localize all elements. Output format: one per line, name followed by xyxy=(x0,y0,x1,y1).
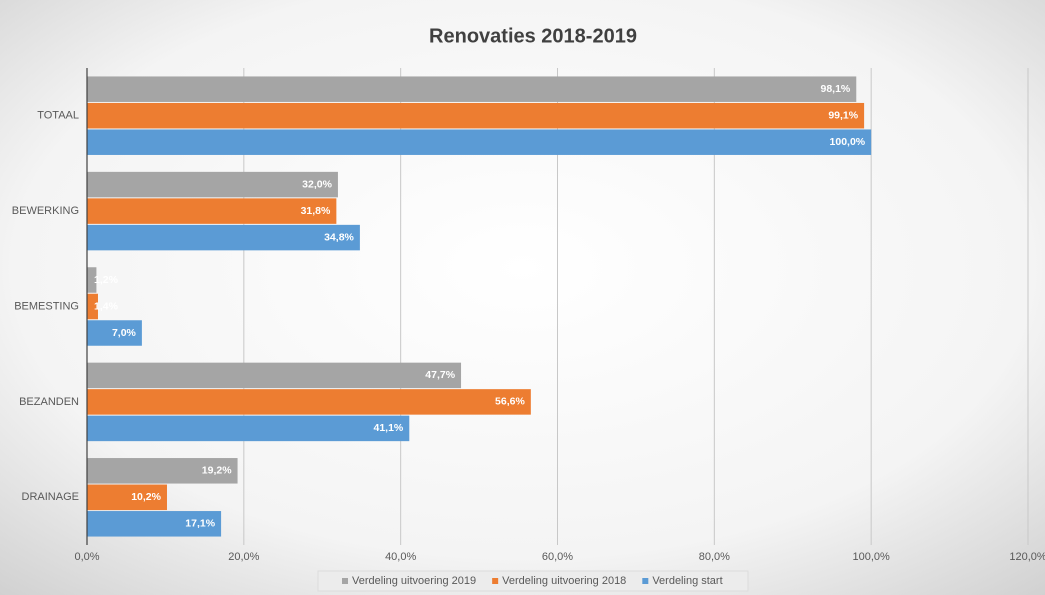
y-tick-label: TOTAAL xyxy=(37,110,79,122)
bar xyxy=(87,224,360,251)
bar xyxy=(87,267,97,293)
x-tick-label: 20,0% xyxy=(228,551,259,563)
legend-label: Verdeling start xyxy=(652,575,722,587)
value-label: 47,7% xyxy=(425,369,455,381)
value-label: 41,1% xyxy=(374,422,404,434)
x-tick-label: 120,0% xyxy=(1009,551,1045,563)
value-label: 19,2% xyxy=(202,465,232,477)
y-tick-label: BEMESTING xyxy=(14,300,79,312)
y-tick-label: DRAINAGE xyxy=(22,491,79,503)
value-label: 98,1% xyxy=(820,83,850,95)
bar xyxy=(87,76,857,102)
value-label: 32,0% xyxy=(302,178,332,190)
bar xyxy=(87,484,167,511)
value-label: 56,6% xyxy=(495,396,525,408)
x-tick-label: 0,0% xyxy=(74,551,99,563)
legend-swatch xyxy=(342,578,348,584)
value-label: 1,2% xyxy=(94,274,119,286)
value-label: 99,1% xyxy=(828,109,858,121)
chart-title: Renovaties 2018-2019 xyxy=(429,25,637,47)
bar xyxy=(87,129,872,155)
bar xyxy=(87,415,410,442)
bar xyxy=(87,102,865,129)
value-label: 1,4% xyxy=(94,300,119,312)
bar xyxy=(87,198,337,224)
legend-swatch xyxy=(492,578,499,584)
x-tick-label: 100,0% xyxy=(853,551,891,563)
value-label: 10,2% xyxy=(131,491,161,503)
bar xyxy=(87,389,531,415)
bar xyxy=(87,293,98,320)
legend-swatch xyxy=(642,578,649,584)
legend-box xyxy=(317,570,749,592)
bar xyxy=(87,171,338,198)
legend-label: Verdeling uitvoering 2019 xyxy=(352,575,476,587)
y-tick-label: BEWERKING xyxy=(12,205,79,217)
value-label: 100,0% xyxy=(830,136,866,148)
x-tick-label: 40,0% xyxy=(385,551,416,563)
bar xyxy=(87,458,238,484)
x-tick-label: 60,0% xyxy=(542,551,573,563)
value-label: 34,8% xyxy=(324,231,354,243)
x-tick-label: 80,0% xyxy=(699,551,730,563)
value-label: 17,1% xyxy=(185,518,215,530)
bar xyxy=(87,511,222,537)
legend-label: Verdeling uitvoering 2018 xyxy=(502,575,626,587)
y-tick-label: BEZANDEN xyxy=(19,396,79,408)
bar xyxy=(87,320,142,346)
value-label: 31,8% xyxy=(301,205,331,217)
bar xyxy=(87,362,462,389)
value-label: 7,0% xyxy=(112,327,137,339)
